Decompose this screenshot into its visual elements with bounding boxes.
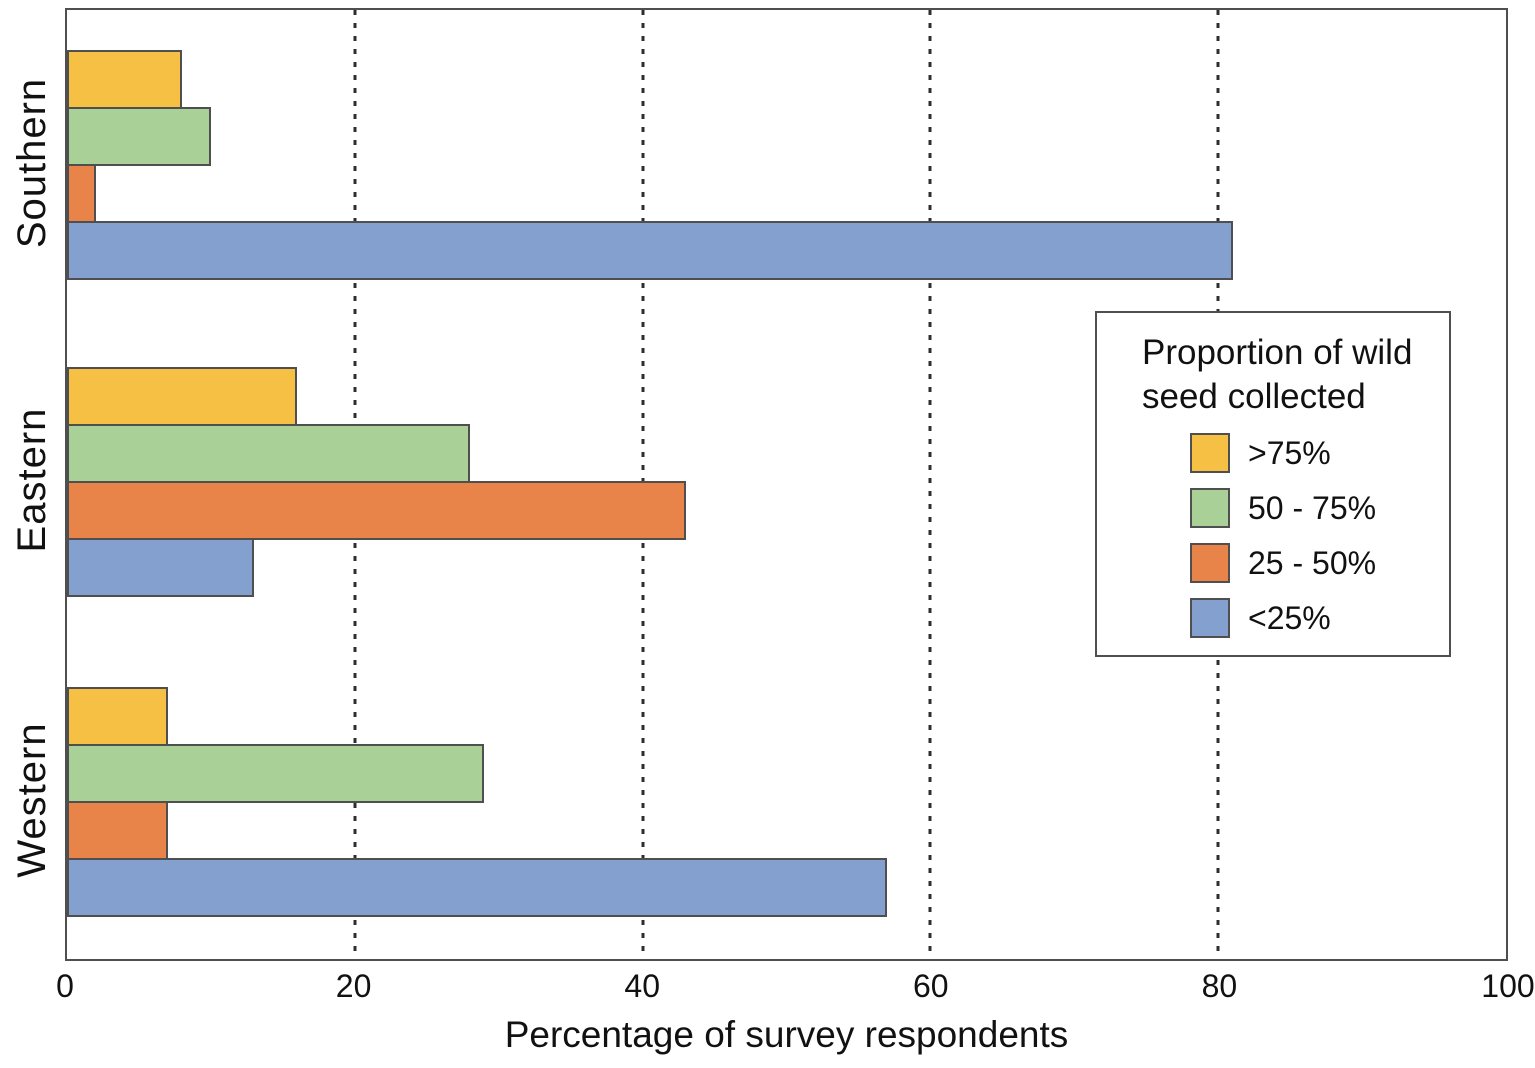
- bar-western-25: [67, 858, 888, 917]
- y-axis-label-southern: Southern: [10, 77, 54, 249]
- bar-western-5075: [67, 744, 485, 803]
- legend-label: 50 - 75%: [1248, 489, 1377, 526]
- x-tick-80: 80: [1201, 968, 1238, 1004]
- bar-southern-25: [67, 221, 1233, 280]
- x-tick-100: 100: [1481, 968, 1535, 1004]
- y-axis-label-eastern: Eastern: [10, 407, 54, 553]
- bar-southern-75: [67, 50, 183, 109]
- bar-western-2550: [67, 801, 168, 860]
- bar-eastern-75: [67, 367, 298, 426]
- legend-entries: >75% 50 - 75% 25 - 50% <25%: [1097, 433, 1449, 638]
- legend-entry: 50 - 75%: [1190, 488, 1449, 528]
- x-tick-60: 60: [913, 968, 949, 1004]
- x-tick-20: 20: [335, 968, 372, 1004]
- legend-swatch-icon: [1190, 598, 1230, 638]
- bar-western-75: [67, 687, 168, 746]
- legend-label: <25%: [1248, 599, 1331, 636]
- bar-group-western: [67, 687, 1506, 917]
- legend-title-line-1: Proportion of wild: [1142, 333, 1413, 372]
- legend-label: >75%: [1248, 434, 1331, 471]
- x-tick-0: 0: [56, 968, 74, 1004]
- bar-southern-5075: [67, 107, 211, 166]
- legend-title-line-2: seed collected: [1142, 377, 1366, 416]
- y-axis-label-western: Western: [10, 722, 54, 878]
- gridline-60: [928, 10, 932, 959]
- x-tick-40: 40: [624, 968, 660, 1004]
- x-axis-title: Percentage of survey respondents: [504, 1014, 1069, 1055]
- legend-swatch-icon: [1190, 433, 1230, 473]
- legend-entry: <25%: [1190, 598, 1449, 638]
- bar-eastern-25: [67, 538, 255, 597]
- bar-southern-2550: [67, 164, 96, 223]
- bar-group-eastern: [67, 367, 1506, 597]
- legend-entry: >75%: [1190, 433, 1449, 473]
- bar-eastern-5075: [67, 424, 470, 483]
- legend-swatch-icon: [1190, 488, 1230, 528]
- legend-label: 25 - 50%: [1248, 544, 1377, 581]
- legend-title: Proportion of wild seed collected: [1142, 331, 1449, 419]
- bar-eastern-2550: [67, 481, 686, 540]
- legend-swatch-icon: [1190, 543, 1230, 583]
- x-axis-ticks: 0 20 40 60 80 100: [56, 968, 1535, 1008]
- legend: Proportion of wild seed collected >75% 50…: [1095, 311, 1451, 657]
- bar-group-southern: [67, 50, 1506, 280]
- legend-entry: 25 - 50%: [1190, 543, 1449, 583]
